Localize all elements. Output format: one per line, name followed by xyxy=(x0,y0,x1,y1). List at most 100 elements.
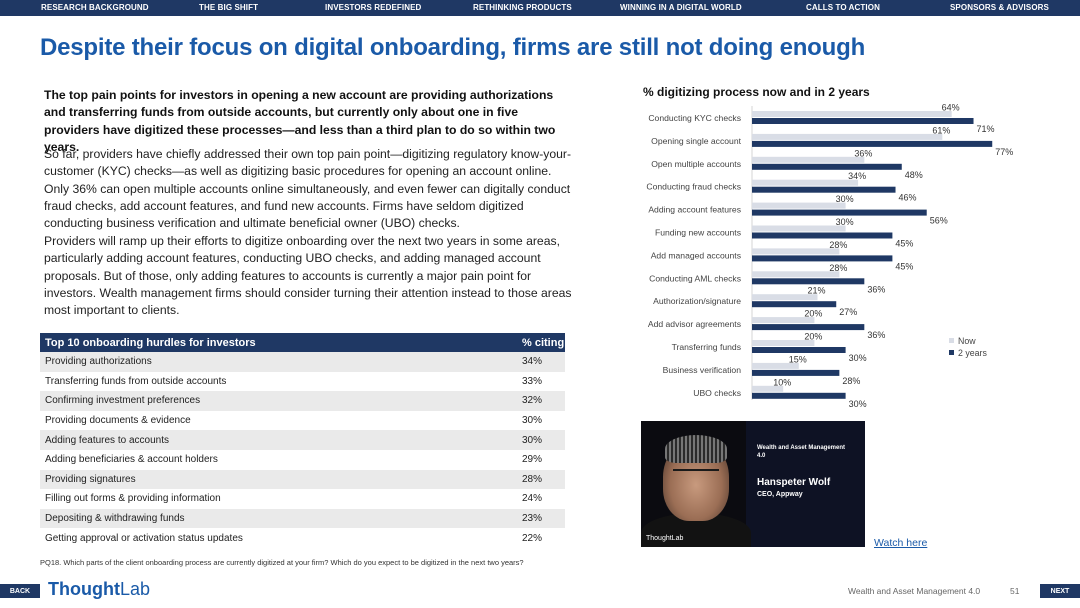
data-label: 77% xyxy=(995,147,1013,157)
footnote: PQ18. Which parts of the client onboardi… xyxy=(40,558,524,567)
category-label: Add managed accounts xyxy=(651,250,741,260)
data-label: 56% xyxy=(930,216,948,226)
video-logo: ThoughtLab xyxy=(646,535,684,542)
legend-swatch xyxy=(949,350,954,355)
bar-2-years xyxy=(752,301,837,308)
bar-now xyxy=(752,362,799,369)
nav-sponsors-advisors[interactable]: SPONSORS & ADVISORS xyxy=(950,3,1049,12)
data-label: 46% xyxy=(899,193,917,203)
table-row: Confirming investment preferences 32% xyxy=(40,391,565,411)
video-speaker-role: CEO, Appway xyxy=(757,491,803,498)
top-navigation: RESEARCH BACKGROUND THE BIG SHIFT INVEST… xyxy=(0,0,1080,16)
hurdle-percent: 30% xyxy=(522,415,543,427)
bar-2-years xyxy=(752,232,893,239)
data-label: 30% xyxy=(849,399,867,408)
data-label: 28% xyxy=(842,376,860,386)
category-label: Conducting KYC checks xyxy=(648,113,741,123)
hurdle-percent: 24% xyxy=(522,493,543,505)
bar-now xyxy=(752,340,815,346)
table-row: Adding features to accounts 30% xyxy=(40,430,565,450)
category-label: UBO checks xyxy=(693,388,741,398)
bar-2-years xyxy=(752,255,893,262)
bar-now xyxy=(752,248,840,255)
table-header-citing: % citing xyxy=(522,336,565,349)
hurdle-name: Providing signatures xyxy=(45,473,136,485)
bar-2-years xyxy=(752,140,993,147)
table-body: Providing authorizations 34% Transferring … xyxy=(40,352,565,548)
data-label: 45% xyxy=(895,239,913,249)
data-label: 36% xyxy=(854,148,872,158)
nav-the-big-shift[interactable]: THE BIG SHIFT xyxy=(199,3,259,12)
data-label: 36% xyxy=(867,330,885,340)
category-label: Opening single account xyxy=(651,136,741,146)
back-button[interactable]: BACK xyxy=(0,584,40,598)
nav-investors-redefined[interactable]: INVESTORS REDEFINED xyxy=(325,3,422,12)
data-label: 61% xyxy=(932,125,950,135)
bar-now xyxy=(752,317,815,324)
category-label: Add advisor agreements xyxy=(648,319,741,329)
table-header: Top 10 onboarding hurdles for investors … xyxy=(40,333,565,352)
bar-now xyxy=(752,385,784,392)
bar-now xyxy=(752,156,865,163)
hurdle-percent: 30% xyxy=(522,434,543,446)
video-thumbnail[interactable]: Wealth and Asset Management 4.0 Hanspete… xyxy=(641,421,865,547)
body-paragraph-2: Providers will ramp up their efforts to … xyxy=(44,234,572,318)
legend-label: Now xyxy=(958,336,976,346)
hurdle-name: Confirming investment preferences xyxy=(45,395,201,407)
bar-2-years xyxy=(752,209,927,216)
bar-2-years xyxy=(752,369,840,376)
hurdle-name: Transferring funds from outside accounts xyxy=(45,375,227,387)
thoughtlab-logo: ThoughtLab xyxy=(48,579,150,600)
table-header-hurdle: Top 10 onboarding hurdles for investors xyxy=(45,336,256,349)
hurdle-percent: 34% xyxy=(522,356,543,368)
logo-lab: Lab xyxy=(119,579,151,599)
legend-label: 2 years xyxy=(958,348,987,358)
data-label: 27% xyxy=(839,307,857,317)
data-label: 71% xyxy=(977,124,995,134)
category-label: Transferring funds xyxy=(672,342,741,352)
data-label: 28% xyxy=(829,240,847,250)
nav-winning-digital-world[interactable]: WINNING IN A DIGITAL WORLD xyxy=(620,3,742,12)
data-label: 30% xyxy=(836,217,854,227)
video-series-title: Wealth and Asset Management 4.0 xyxy=(757,445,846,459)
category-label: Business verification xyxy=(663,365,742,375)
data-label: 30% xyxy=(836,194,854,204)
page-number: 51 xyxy=(1010,586,1020,596)
onboarding-hurdles-table: Top 10 onboarding hurdles for investors … xyxy=(40,333,565,548)
hurdle-name: Getting approval or activation status up… xyxy=(45,532,243,544)
bar-2-years xyxy=(752,324,865,331)
nav-calls-to-action[interactable]: CALLS TO ACTION xyxy=(806,3,880,12)
page-title: Despite their focus on digital onboardin… xyxy=(40,34,866,61)
bar-now xyxy=(752,225,846,232)
bar-now xyxy=(752,111,952,117)
nav-research-background[interactable]: RESEARCH BACKGROUND xyxy=(41,3,149,12)
data-label: 15% xyxy=(789,354,807,364)
bar-now xyxy=(752,202,846,209)
video-speaker-name: Hanspeter Wolf xyxy=(757,477,831,488)
table-row: Filling out forms & providing informatio… xyxy=(40,489,565,509)
bar-now xyxy=(752,179,859,186)
data-label: 48% xyxy=(905,170,923,180)
data-label: 36% xyxy=(867,284,885,294)
hurdle-name: Providing documents & evidence xyxy=(45,415,191,427)
data-label: 20% xyxy=(804,309,822,319)
nav-rethinking-products[interactable]: RETHINKING PRODUCTS xyxy=(473,3,572,12)
bar-2-years xyxy=(752,186,896,193)
hurdle-percent: 32% xyxy=(522,395,543,407)
digitizing-bar-chart: Conducting KYC checks 64% 71% Opening singl… xyxy=(646,103,1013,409)
bar-2-years xyxy=(752,347,846,353)
hurdle-percent: 28% xyxy=(522,473,543,485)
watch-here-link[interactable]: Watch here xyxy=(874,537,928,549)
hurdle-percent: 29% xyxy=(522,454,543,466)
category-label: Conducting fraud checks xyxy=(646,182,741,192)
bar-now xyxy=(752,271,840,278)
bar-now xyxy=(752,294,818,301)
data-label: 45% xyxy=(895,261,913,271)
bar-2-years xyxy=(752,278,865,285)
data-label: 28% xyxy=(829,263,847,273)
data-label: 20% xyxy=(804,332,822,342)
hurdle-percent: 23% xyxy=(522,513,543,525)
data-label: 64% xyxy=(942,103,960,113)
bar-now xyxy=(752,133,943,140)
next-button[interactable]: NEXT xyxy=(1040,584,1080,598)
